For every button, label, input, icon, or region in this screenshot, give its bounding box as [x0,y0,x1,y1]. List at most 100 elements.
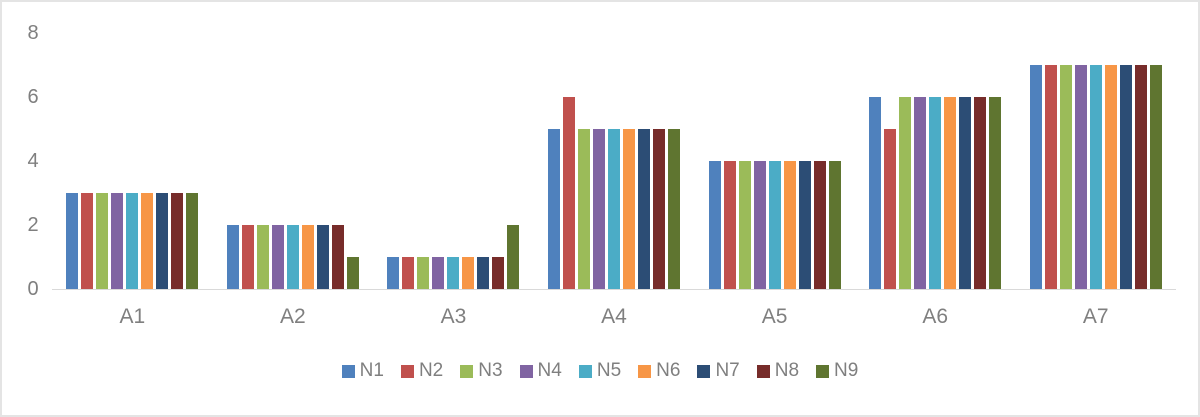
legend-label: N2 [418,360,444,381]
x-category-label: A3 [440,305,467,328]
y-tick-label: 2 [27,214,39,236]
legend-swatch-icon [341,364,355,378]
bar-n9-a5 [828,161,841,289]
bar-n5-a1 [126,193,139,289]
legend-item-n8: N8 [756,360,800,382]
bar-n7-a2 [316,225,329,289]
x-category-label: A6 [922,305,949,328]
bar-n6-a6 [944,97,957,289]
bar-n1-a1 [66,193,79,289]
legend-swatch-icon [816,364,830,378]
legend-item-n9: N9 [816,360,858,382]
bar-n4-a1 [111,193,124,289]
legend-label: N7 [715,360,740,381]
x-category-label: A7 [1082,305,1109,328]
legend-label: N1 [359,360,384,381]
bar-n7-a6 [959,97,972,289]
bar-n9-a4 [668,129,681,289]
bar-n1-a6 [869,97,882,289]
bar-n8-a7 [1134,65,1147,289]
bar-n2-a5 [723,161,736,289]
bar-group-a6 [855,2,1016,289]
bar-n5-a2 [286,225,299,289]
x-category-label: A4 [601,305,627,328]
bar-n5-a4 [608,129,621,289]
bar-n2-a3 [402,257,415,289]
bar-n3-a4 [578,129,591,289]
y-tick-label: 8 [27,22,39,44]
bar-n6-a1 [141,193,154,289]
legend-swatch-icon [578,364,592,378]
bar-n3-a3 [417,257,430,289]
legend: N1 N2 N3 N4 N5 N6 N7 N8 N9 [2,360,1198,382]
bar-group-a3 [373,2,534,289]
bar-n7-a3 [477,257,490,289]
bar-group-a7 [1015,2,1176,289]
legend-swatch-icon [460,364,474,378]
legend-label: N9 [834,360,859,381]
legend-item-n1: N1 [341,360,384,382]
legend-item-n5: N5 [578,360,622,382]
bar-n1-a7 [1029,65,1042,289]
bar-n8-a5 [813,161,826,289]
bar-n3-a7 [1059,65,1072,289]
bar-n6-a3 [462,257,475,289]
bar-n9-a6 [989,97,1002,289]
legend-label: N6 [656,360,681,381]
bar-n8-a6 [974,97,987,289]
bar-n4-a6 [914,97,927,289]
bar-n1-a2 [226,225,239,289]
bar-n4-a5 [753,161,766,289]
y-tick-label: 6 [27,86,39,108]
bar-n9-a7 [1149,65,1162,289]
bar-n1-a3 [387,257,400,289]
x-axis-line [52,289,1176,290]
bar-n9-a2 [346,257,359,289]
bar-n6-a7 [1104,65,1117,289]
bar-n2-a4 [563,97,576,289]
bar-n3-a2 [256,225,269,289]
bar-n8-a3 [492,257,505,289]
bar-n8-a1 [171,193,184,289]
bar-n2-a1 [81,193,94,289]
bar-n2-a7 [1044,65,1057,289]
legend-swatch-icon [697,364,711,378]
bar-n5-a3 [447,257,460,289]
x-category-label: A1 [119,305,146,328]
legend-swatch-icon [400,364,414,378]
bar-n9-a3 [507,225,520,289]
bar-n4-a7 [1074,65,1087,289]
legend-swatch-icon [756,364,770,378]
legend-swatch-icon [638,364,652,378]
bar-n2-a6 [884,129,897,289]
bar-n7-a7 [1119,65,1132,289]
legend-label: N5 [596,360,622,381]
x-category-label: A5 [761,305,788,328]
bar-n7-a4 [638,129,651,289]
bar-n3-a1 [96,193,109,289]
bar-group-a1 [52,2,213,289]
legend-label: N3 [478,360,503,381]
legend-label: N4 [537,360,562,381]
y-tick-label: 4 [27,150,39,172]
bar-n6-a5 [783,161,796,289]
bar-n3-a6 [899,97,912,289]
bar-n1-a4 [548,129,561,289]
bar-n5-a7 [1089,65,1102,289]
legend-swatch-icon [519,364,533,378]
bar-n3-a5 [738,161,751,289]
legend-label: N8 [774,360,800,381]
x-axis-labels: A1 A2 A3 A4 A5 A6 A7 [52,305,1176,329]
bar-n8-a2 [331,225,344,289]
bar-n5-a5 [768,161,781,289]
bar-n6-a4 [623,129,636,289]
legend-item-n7: N7 [697,360,740,382]
legend-item-n2: N2 [400,360,444,382]
bar-n6-a2 [301,225,314,289]
y-tick-label: 0 [27,278,39,300]
legend-item-n6: N6 [638,360,680,382]
legend-item-n3: N3 [460,360,503,382]
bar-n4-a2 [271,225,284,289]
bar-groups [52,2,1176,289]
